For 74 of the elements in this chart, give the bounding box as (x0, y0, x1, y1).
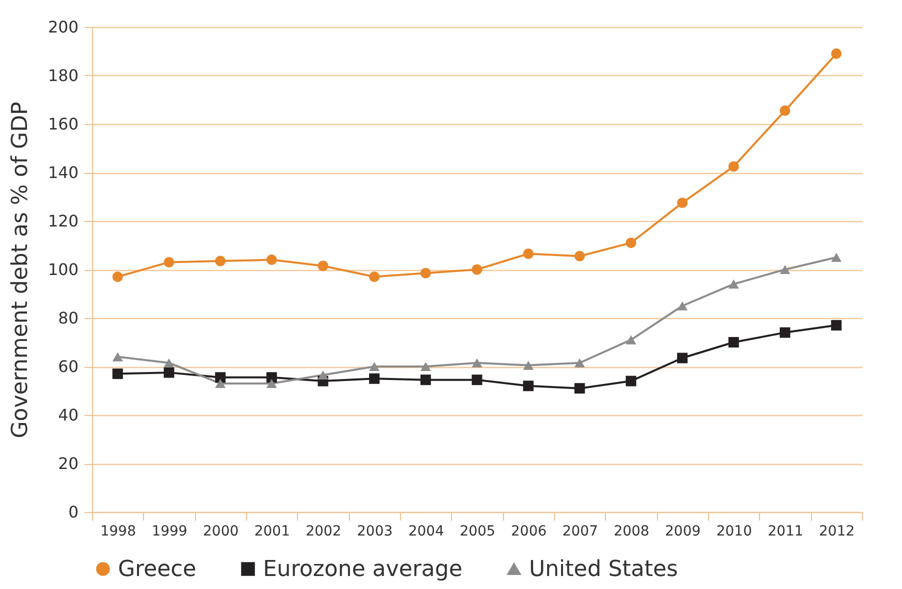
x-tick-label: 2002 (306, 524, 342, 540)
x-tick-label: 2001 (254, 524, 290, 540)
point (626, 376, 636, 386)
y-tick-label: 180 (48, 66, 78, 85)
point (112, 368, 123, 380)
x-tick-label: 2003 (357, 524, 393, 540)
point (266, 372, 277, 383)
point (728, 280, 739, 289)
point (574, 250, 585, 262)
point (831, 48, 842, 59)
point (164, 367, 174, 378)
point (523, 248, 534, 259)
x-tick-label: 1999 (152, 524, 188, 540)
x-tick-label: 2012 (819, 524, 855, 540)
point (215, 378, 226, 388)
legend-label: Greece (118, 557, 196, 582)
point (780, 105, 790, 116)
point (112, 272, 123, 282)
point (112, 352, 123, 362)
y-axis-title: Government debt as % of GDP (8, 102, 33, 438)
point (523, 380, 534, 392)
point (266, 378, 277, 388)
y-tick-label: 160 (48, 114, 78, 134)
point (318, 370, 328, 380)
x-tick-label: 2007 (562, 524, 598, 540)
legend-label: Eurozone average (263, 557, 462, 582)
x-tick-label: 2009 (665, 524, 701, 540)
y-tick-label: 0 (68, 502, 78, 522)
y-tick-label: 140 (48, 163, 78, 182)
point (318, 260, 328, 272)
point (164, 256, 174, 268)
y-tick-label: 40 (58, 406, 78, 424)
y-tick-label: 200 (48, 18, 78, 36)
point (369, 272, 380, 282)
y-tick-label: 100 (48, 260, 78, 279)
point (472, 264, 482, 275)
x-tick-label: 2011 (768, 524, 804, 540)
point (472, 358, 482, 368)
x-tick-label: 2006 (511, 524, 547, 540)
point (215, 372, 226, 383)
point (266, 254, 277, 266)
y-tick-label: 60 (58, 357, 78, 376)
point (369, 373, 380, 384)
point (626, 335, 636, 344)
point (626, 238, 636, 248)
x-tick-label: 2000 (203, 524, 239, 540)
point (420, 374, 431, 386)
point (369, 362, 380, 372)
y-tick-label: 80 (58, 308, 78, 328)
point (728, 337, 739, 348)
point (523, 360, 534, 370)
point (574, 358, 585, 368)
point (831, 252, 842, 262)
legend-label: United States (529, 557, 678, 582)
point (728, 161, 739, 172)
point (164, 358, 174, 368)
point (677, 301, 688, 310)
x-tick-label: 2008 (614, 524, 650, 540)
point (677, 198, 688, 208)
point (780, 264, 790, 274)
x-tick-label: 1998 (100, 524, 136, 540)
y-tick-label: 120 (48, 212, 78, 230)
point (420, 362, 431, 372)
x-tick-label: 2004 (408, 524, 444, 540)
point (472, 374, 482, 386)
point (215, 256, 226, 266)
x-tick-label: 2005 (460, 524, 496, 540)
point (420, 268, 431, 278)
y-tick-label: 20 (58, 454, 78, 473)
point (574, 383, 585, 394)
point (831, 320, 842, 331)
point (780, 327, 790, 338)
point (677, 352, 688, 364)
x-tick-label: 2010 (716, 524, 752, 540)
